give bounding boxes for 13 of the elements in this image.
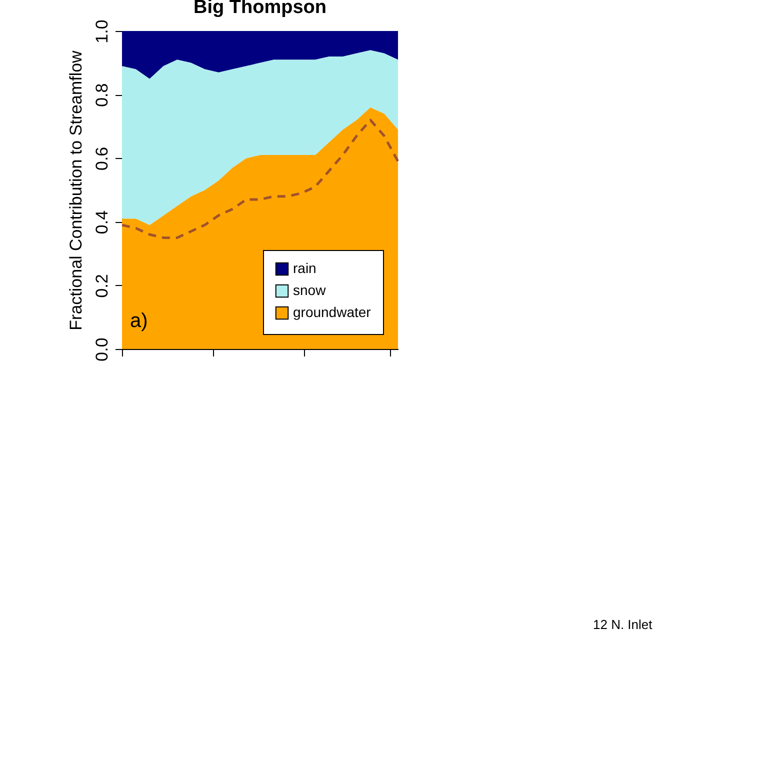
y-tick-label: 1.0	[92, 20, 112, 44]
y-tick-label: 0.8	[92, 83, 112, 107]
text: 12 N. Inlet	[593, 617, 652, 632]
y-tick-label: 0.6	[92, 146, 112, 171]
series-label: snow	[293, 282, 327, 298]
y-tick-label: 0.2	[92, 274, 112, 298]
series-label: rain	[293, 260, 316, 276]
y-tick-label: 0.4	[92, 210, 112, 234]
series-label: groundwater	[293, 304, 372, 320]
annotation: a)	[130, 310, 148, 333]
line-series	[120, 118, 400, 239]
y-tick-label: 0.0	[92, 338, 112, 362]
y-axis-title: Fractional Contribution to Streamflow	[66, 50, 86, 330]
